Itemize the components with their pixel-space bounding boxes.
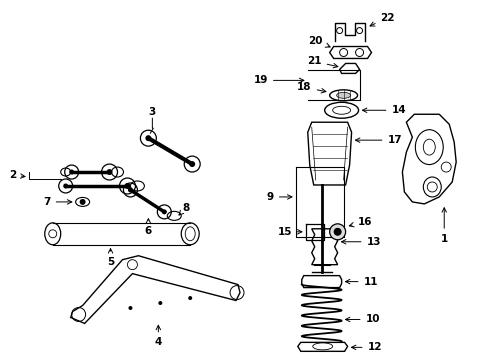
Text: 7: 7 bbox=[43, 197, 72, 207]
Ellipse shape bbox=[336, 92, 350, 98]
Circle shape bbox=[188, 296, 192, 300]
Text: 17: 17 bbox=[355, 135, 401, 145]
Circle shape bbox=[128, 188, 133, 193]
Text: 3: 3 bbox=[148, 107, 156, 117]
Text: 22: 22 bbox=[369, 13, 394, 26]
Text: 14: 14 bbox=[362, 105, 405, 115]
Text: 19: 19 bbox=[253, 75, 303, 85]
Circle shape bbox=[80, 199, 85, 205]
Text: 18: 18 bbox=[297, 82, 325, 93]
Text: 13: 13 bbox=[341, 237, 380, 247]
Text: 11: 11 bbox=[345, 276, 377, 287]
Circle shape bbox=[329, 224, 345, 240]
Circle shape bbox=[124, 183, 130, 189]
Text: 2: 2 bbox=[9, 170, 25, 180]
Text: 5: 5 bbox=[107, 249, 114, 267]
Circle shape bbox=[106, 169, 112, 175]
Text: 6: 6 bbox=[144, 219, 152, 236]
Circle shape bbox=[69, 170, 74, 175]
Text: 4: 4 bbox=[154, 325, 162, 347]
Text: 20: 20 bbox=[307, 36, 329, 47]
Text: 10: 10 bbox=[345, 314, 379, 324]
Circle shape bbox=[158, 301, 162, 305]
Text: 16: 16 bbox=[348, 217, 371, 227]
Circle shape bbox=[63, 184, 68, 189]
Circle shape bbox=[128, 306, 132, 310]
Text: 8: 8 bbox=[179, 203, 189, 215]
Text: 12: 12 bbox=[351, 342, 381, 352]
Circle shape bbox=[333, 228, 341, 236]
Text: 1: 1 bbox=[440, 208, 447, 244]
Circle shape bbox=[162, 210, 166, 214]
Text: 15: 15 bbox=[277, 227, 301, 237]
Text: 9: 9 bbox=[266, 192, 291, 202]
Circle shape bbox=[189, 161, 195, 167]
Text: 21: 21 bbox=[306, 57, 337, 68]
Circle shape bbox=[145, 135, 151, 141]
